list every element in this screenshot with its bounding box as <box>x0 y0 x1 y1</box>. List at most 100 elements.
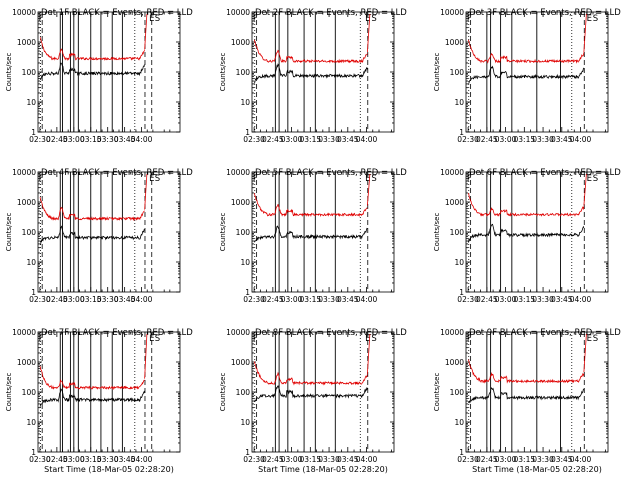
plot-frame <box>251 11 395 133</box>
x-tick-label: 03:45 <box>337 295 359 304</box>
series-lld-rise <box>366 173 371 206</box>
y-tick-label: 10000 <box>440 8 464 17</box>
x-tick-label: 02:45 <box>46 295 68 304</box>
x-tick-label: 03:30 <box>318 455 340 464</box>
series-lld-rise <box>366 13 371 53</box>
flag-label-f: F <box>39 174 44 184</box>
y-tick-label: 10000 <box>12 328 36 337</box>
y-tick-label: 1 <box>459 128 464 137</box>
flag-label-f: F <box>467 174 472 184</box>
y-tick-label: 1 <box>245 288 250 297</box>
panel-title: Det 2F BLACK = Events, RED = LLD <box>255 8 407 18</box>
x-tick-label: 03:15 <box>514 455 536 464</box>
y-tick-label: 10000 <box>440 328 464 337</box>
y-tick-label: 1 <box>245 448 250 457</box>
x-tick-label: 02:30 <box>457 455 479 464</box>
y-tick-label: 10 <box>240 98 250 107</box>
y-tick-label: 100 <box>236 228 251 237</box>
x-tick-label: 03:00 <box>281 135 303 144</box>
x-tick-label: 04:00 <box>570 295 592 304</box>
y-axis-label: Counts/sec <box>5 373 13 412</box>
flag-label-f: F <box>253 334 258 344</box>
flag-label-e: E <box>365 174 370 184</box>
x-tick-label: 03:30 <box>97 135 119 144</box>
flag-label-f: F <box>253 14 258 24</box>
x-axis-label: Start Time (18-Mar-05 02:28:20) <box>472 465 602 474</box>
series-events-line <box>253 225 368 243</box>
series-lld-rise <box>366 333 371 374</box>
x-tick-label: 02:30 <box>243 295 265 304</box>
series-events-line <box>468 387 585 404</box>
x-tick-label: 04:00 <box>570 135 592 144</box>
y-tick-label: 1 <box>31 288 36 297</box>
series-lld-rise <box>144 173 148 210</box>
series-events-line <box>468 65 585 85</box>
x-tick-label: 04:00 <box>356 135 378 144</box>
panel-det-1: Det 1F BLACK = Events, RED = LLD 1 10 100 10… <box>5 8 193 144</box>
x-tick-label: 04:00 <box>570 455 592 464</box>
y-tick-label: 1 <box>31 448 36 457</box>
x-tick-label: 02:30 <box>29 455 51 464</box>
panel-det-3: Det 3F BLACK = Events, RED = LLD 1 10 100 10… <box>433 8 621 144</box>
x-tick-label: 03:00 <box>63 295 85 304</box>
series-events-line <box>467 223 585 243</box>
x-tick-label: 03:30 <box>318 295 340 304</box>
plot-frame <box>37 331 181 453</box>
x-tick-label: 03:30 <box>532 295 554 304</box>
y-tick-label: 100 <box>236 68 251 77</box>
series-lld-line <box>467 359 585 384</box>
y-tick-label: 10 <box>454 98 464 107</box>
x-tick-label: 03:15 <box>514 135 536 144</box>
series-lld-rise <box>583 333 587 373</box>
flag-label-e: E <box>587 174 592 184</box>
flag-label-s: S <box>593 334 598 344</box>
series-lld-line <box>39 197 145 222</box>
flag-label-s: S <box>155 334 160 344</box>
x-tick-label: 03:00 <box>63 455 85 464</box>
series-lld-line <box>253 193 368 217</box>
x-tick-label: 03:15 <box>80 135 102 144</box>
flag-label-s: S <box>371 174 376 184</box>
panel-title: Det 7F BLACK = Events, RED = LLD <box>41 328 193 338</box>
flag-label-s: S <box>155 174 160 184</box>
y-axis-label: Counts/sec <box>219 373 227 412</box>
flag-label-s: S <box>371 334 376 344</box>
y-tick-label: 1 <box>31 128 36 137</box>
series-lld-line <box>253 361 368 386</box>
plot-frame <box>37 11 181 133</box>
y-tick-label: 100 <box>450 228 465 237</box>
y-axis-label: Counts/sec <box>433 373 441 412</box>
series-lld-line <box>253 39 368 64</box>
panel-title: Det 6F BLACK = Events, RED = LLD <box>469 168 621 178</box>
y-axis-label: Counts/sec <box>433 213 441 252</box>
x-tick-label: 03:15 <box>300 135 322 144</box>
series-lld-rise <box>583 173 587 206</box>
flag-label-e: E <box>365 334 370 344</box>
series-events-line <box>253 63 368 84</box>
x-tick-label: 03:00 <box>495 455 517 464</box>
panel-det-4: Det 4F BLACK = Events, RED = LLD 1 10 100 10… <box>5 168 193 304</box>
x-tick-label: 02:45 <box>46 135 68 144</box>
x-tick-label: 02:30 <box>243 455 265 464</box>
series-lld-line <box>467 39 585 64</box>
series-events-line <box>39 62 146 81</box>
x-axis-label: Start Time (18-Mar-05 02:28:20) <box>44 465 174 474</box>
y-tick-label: 100 <box>22 68 37 77</box>
flag-label-f: F <box>253 174 258 184</box>
y-tick-label: 10 <box>240 258 250 267</box>
x-tick-label: 03:30 <box>318 135 340 144</box>
x-tick-label: 02:30 <box>29 135 51 144</box>
x-tick-label: 03:00 <box>281 455 303 464</box>
flag-label-e: E <box>149 174 154 184</box>
panel-title: Det 9F BLACK = Events, RED = LLD <box>469 328 621 338</box>
y-tick-label: 1000 <box>445 38 464 47</box>
y-axis-label: Counts/sec <box>5 213 13 252</box>
y-tick-label: 1000 <box>231 358 250 367</box>
flag-label-e: E <box>365 14 370 24</box>
panel-title: Det 4F BLACK = Events, RED = LLD <box>41 168 193 178</box>
y-axis-label: Counts/sec <box>219 213 227 252</box>
x-tick-label: 04:00 <box>131 455 153 464</box>
x-tick-label: 03:15 <box>80 295 102 304</box>
plot-frame <box>37 171 181 293</box>
